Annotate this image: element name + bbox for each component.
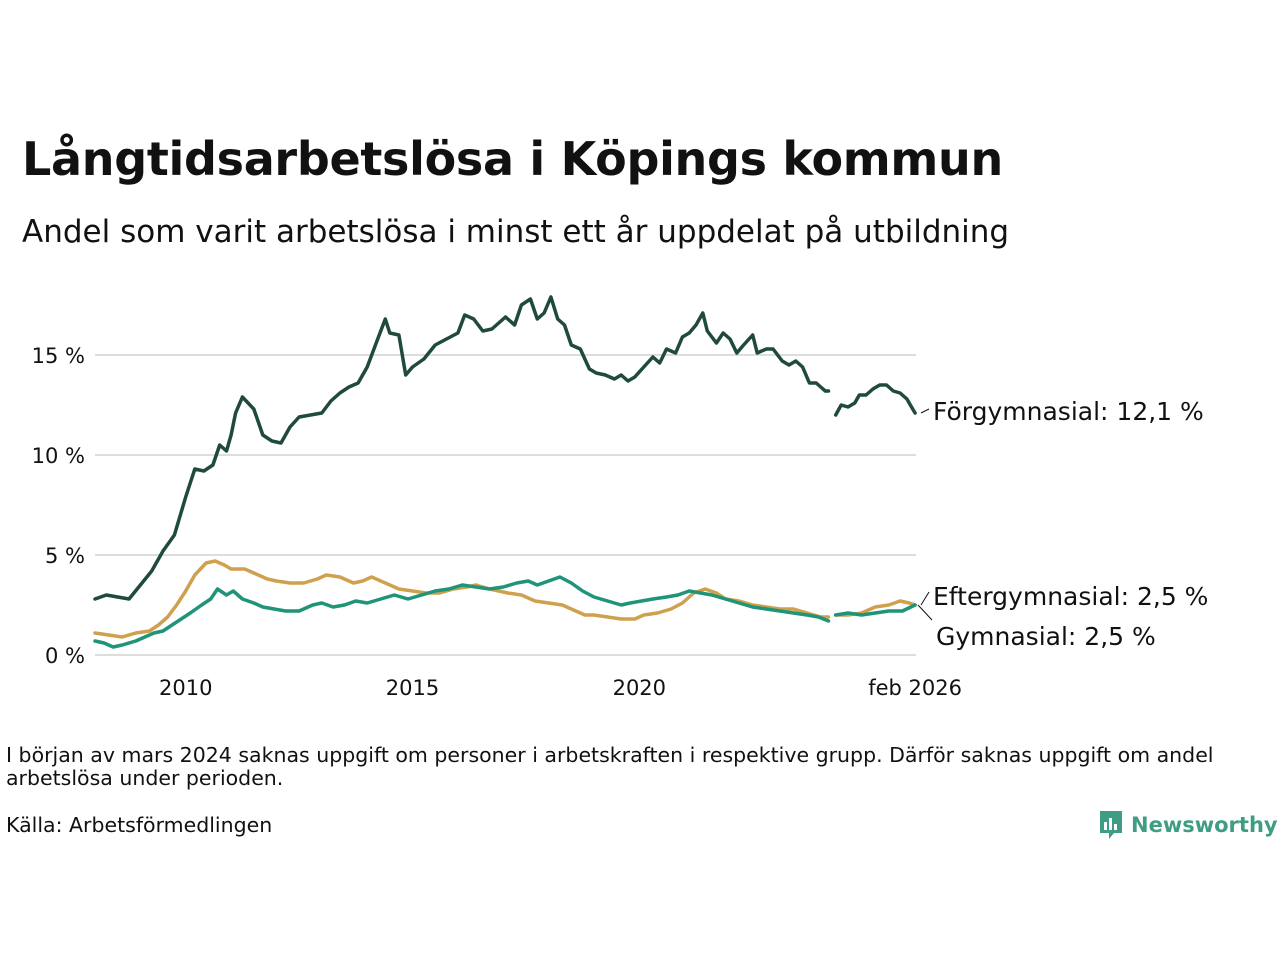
series-end-labels: Förgymnasial: 12,1 % Eftergymnasial: 2,5 … xyxy=(917,397,1208,651)
leader-line-förgymnasial xyxy=(920,408,930,414)
series-line-förgymnasial-1 xyxy=(93,295,831,601)
end-label-gymnasial: Gymnasial: 2,5 % xyxy=(936,622,1156,651)
series-lines xyxy=(93,295,917,649)
brand-logo: Newsworthy xyxy=(1098,808,1278,842)
leader-line-eftergymnasial xyxy=(920,591,930,606)
x-tick-label: 2020 xyxy=(613,676,666,700)
chart-subtitle: Andel som varit arbetslösa i minst ett å… xyxy=(22,214,1010,250)
y-axis: 0 % 5 % 10 % 15 % xyxy=(32,344,85,668)
chart-title: Långtidsarbetslösa i Köpings kommun xyxy=(22,132,1003,186)
brand-name: Newsworthy xyxy=(1131,813,1278,837)
y-tick-label: 15 % xyxy=(32,344,85,368)
series-line-gymnasial-1 xyxy=(93,575,831,649)
footnote: I början av mars 2024 saknas uppgift om … xyxy=(6,743,1214,790)
x-tick-label: 2010 xyxy=(159,676,212,700)
y-tick-label: 0 % xyxy=(45,644,85,668)
line-chart: Förgymnasial: 12,1 % Eftergymnasial: 2,5 … xyxy=(32,295,1208,700)
series-line-förgymnasial-2 xyxy=(833,383,917,417)
y-tick-label: 5 % xyxy=(45,544,85,568)
x-axis: 2010 2015 2020 feb 2026 xyxy=(159,676,962,700)
source-text: Källa: Arbetsförmedlingen xyxy=(6,813,273,837)
leader-line-gymnasial xyxy=(917,604,933,621)
end-label-förgymnasial: Förgymnasial: 12,1 % xyxy=(933,397,1204,426)
x-tick-label: 2015 xyxy=(386,676,439,700)
x-tick-label: feb 2026 xyxy=(868,676,962,700)
series-line-eftergymnasial-1 xyxy=(93,559,831,639)
newsworthy-logo-icon xyxy=(1100,811,1122,839)
y-tick-label: 10 % xyxy=(32,444,85,468)
series-line-gymnasial-2 xyxy=(833,603,917,617)
end-label-eftergymnasial: Eftergymnasial: 2,5 % xyxy=(933,582,1208,611)
